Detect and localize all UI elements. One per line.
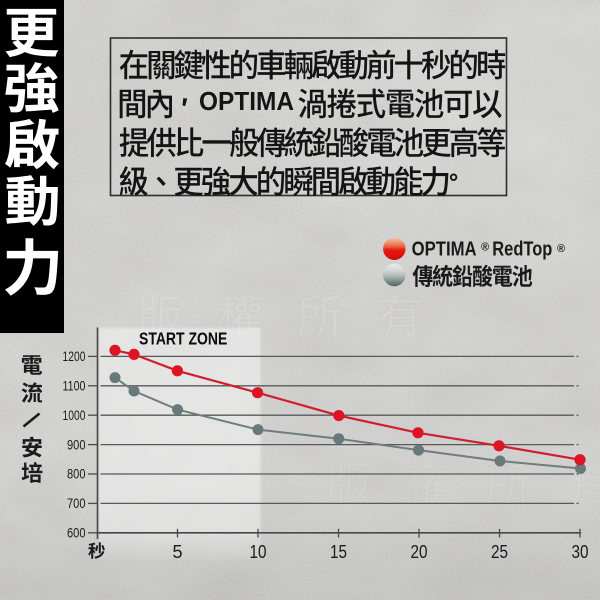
- svg-text:15: 15: [330, 542, 347, 562]
- svg-text:®: ®: [481, 242, 489, 254]
- svg-text:1100: 1100: [63, 379, 86, 394]
- svg-text:600: 600: [67, 526, 86, 541]
- svg-text:5: 5: [172, 542, 182, 562]
- svg-text:20: 20: [411, 542, 428, 562]
- svg-text:10: 10: [250, 542, 267, 562]
- svg-text:30: 30: [572, 542, 589, 562]
- svg-text:700: 700: [67, 496, 86, 511]
- svg-text:1200: 1200: [63, 349, 86, 364]
- svg-text:START ZONE: START ZONE: [139, 330, 227, 349]
- svg-text:RedTop: RedTop: [492, 239, 552, 261]
- svg-text:1000: 1000: [63, 408, 86, 423]
- svg-text:OPTIMA: OPTIMA: [199, 86, 294, 116]
- svg-text:25: 25: [491, 542, 508, 562]
- svg-text:900: 900: [67, 437, 86, 452]
- svg-text:®: ®: [557, 243, 565, 255]
- svg-text:800: 800: [67, 467, 86, 482]
- svg-text:OPTIMA: OPTIMA: [412, 239, 477, 261]
